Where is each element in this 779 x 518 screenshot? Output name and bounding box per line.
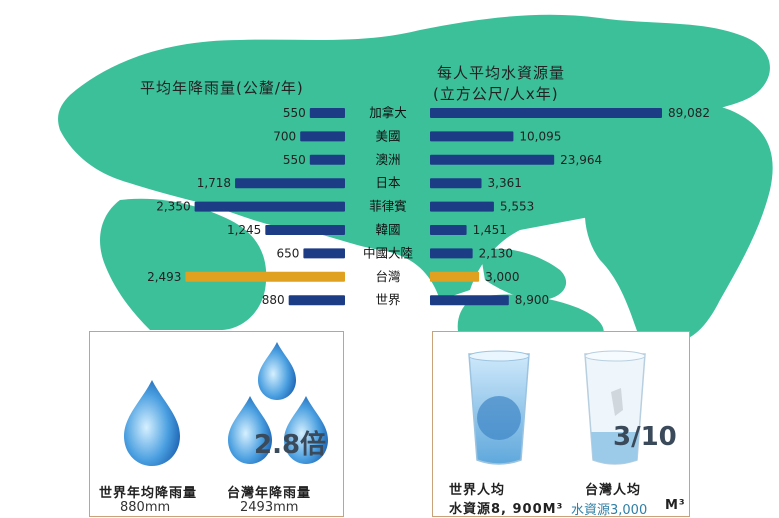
water-axis-title-line1: 每人平均水資源量 [437, 64, 566, 82]
map-africa [100, 198, 267, 330]
category-label-7: 台灣 [375, 269, 400, 284]
world-full-glass-icon [468, 350, 530, 465]
water-value-label-2: 23,964 [560, 153, 602, 167]
water-bar-4 [430, 201, 494, 212]
map-eurasia [58, 14, 770, 300]
category-label-4: 菲律賓 [369, 199, 407, 214]
taiwan-rain-value: 2493mm [240, 500, 299, 515]
water-value-label-6: 2,130 [479, 246, 513, 260]
category-label-6: 中國大陸 [363, 245, 413, 260]
taiwan-water-caption-line1: 台灣人均 [585, 483, 642, 498]
water-value-label-1: 10,095 [519, 129, 561, 143]
rain-axis-title: 平均年降雨量(公釐/年) [140, 79, 304, 97]
rain-value-label-4: 2,350 [156, 200, 190, 214]
map-australia [457, 294, 604, 340]
category-label-2: 澳洲 [375, 152, 400, 167]
rain-bar-1 [300, 131, 345, 142]
taiwan-rain-caption: 台灣年降雨量 [227, 486, 312, 501]
water-bar-0 [430, 108, 662, 118]
category-label-5: 韓國 [375, 222, 400, 237]
water-ratio: 3/10 [613, 422, 677, 452]
butterfly-bar-chart: 550 加拿大 89,082 700 美國 10,095 550 澳洲 23,964 1,718 日… [147, 105, 710, 307]
world-rain-value: 880mm [120, 500, 171, 515]
rain-value-label-5: 1,245 [227, 223, 261, 237]
taiwan-water-caption-line2: 水資源3,000 [571, 503, 648, 518]
taiwan-drop-icon-left [228, 396, 272, 464]
rainfall-ratio: 2.8倍 [254, 430, 327, 460]
water-value-label-8: 8,900 [515, 293, 549, 307]
rain-bar-8 [288, 295, 345, 306]
water-resource-panel: 3/10 世界人均 水資源8, 900M³ 台灣人均 水資源3,000 M³ [432, 331, 690, 518]
rain-bar-5 [265, 225, 345, 235]
water-glasses-illustration [468, 350, 646, 465]
water-value-label-5: 1,451 [473, 223, 507, 237]
category-label-8: 世界 [375, 292, 401, 307]
map-caribbean [660, 258, 705, 287]
rain-bar-7 [185, 271, 345, 282]
rain-value-label-7: 2,493 [147, 270, 181, 284]
taiwan-low-glass-icon [584, 350, 646, 465]
rain-bar-4 [194, 201, 345, 212]
water-value-label-0: 89,082 [668, 106, 710, 120]
category-label-0: 加拿大 [369, 105, 407, 120]
map-southeast-asia [480, 248, 567, 300]
rain-bar-3 [235, 178, 345, 189]
category-label-1: 美國 [375, 128, 400, 143]
water-bar-5 [430, 225, 467, 235]
water-bar-7 [430, 271, 480, 282]
water-bar-8 [430, 295, 509, 306]
water-bar-2 [430, 154, 555, 165]
rain-value-label-2: 550 [283, 153, 306, 167]
category-label-3: 日本 [375, 175, 401, 190]
water-bar-6 [430, 248, 473, 259]
water-bar-3 [430, 178, 482, 189]
rain-bar-6 [303, 248, 345, 259]
map-north-america [584, 101, 773, 340]
taiwan-water-unit: M³ [665, 498, 686, 513]
world-water-caption-line2: 水資源8, 900M³ [449, 502, 564, 517]
rain-value-label-8: 880 [262, 293, 285, 307]
water-bar-1 [430, 131, 514, 142]
rainfall-comparison-panel: 2.8倍 世界年均降雨量 880mm 台灣年降雨量 2493mm [89, 331, 344, 517]
world-drop-icon [124, 380, 180, 466]
rain-value-label-0: 550 [283, 106, 306, 120]
water-value-label-4: 5,553 [500, 200, 534, 214]
water-value-label-7: 3,000 [485, 270, 519, 284]
rain-value-label-3: 1,718 [197, 176, 231, 190]
taiwan-drop-icon-top [258, 342, 296, 400]
rain-value-label-6: 650 [276, 246, 299, 260]
water-value-label-3: 3,361 [488, 176, 522, 190]
rain-bar-0 [309, 108, 345, 118]
rain-value-label-1: 700 [273, 129, 296, 143]
taiwan-drop-icon-right [284, 396, 328, 464]
water-axis-title-line2: (立方公尺/人x年) [433, 85, 559, 103]
world-rain-caption: 世界年均降雨量 [99, 486, 198, 501]
water-drops-illustration [124, 342, 328, 466]
rain-bar-2 [309, 154, 345, 165]
world-water-caption-line1: 世界人均 [449, 483, 506, 498]
